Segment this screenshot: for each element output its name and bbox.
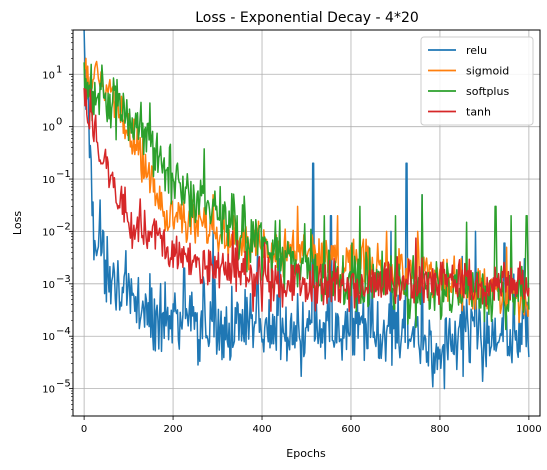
y-tick-exponent: −1 [56, 169, 71, 180]
x-axis-ticks: 0 200 400 600 800 1000 [81, 416, 542, 435]
series-layer [83, 30, 530, 390]
y-tick-label: 10 [42, 227, 55, 238]
legend-label-relu: relu [466, 44, 487, 57]
y-tick-exponent: −4 [56, 326, 71, 337]
y-tick-exponent: −3 [56, 274, 71, 285]
y-axis-title: Loss [11, 211, 24, 235]
x-tick-label: 1000 [516, 424, 541, 435]
legend-label-softplus: softplus [466, 85, 509, 98]
series-line-relu [83, 30, 530, 390]
chart-title: Loss - Exponential Decay - 4*20 [195, 10, 419, 26]
x-tick-label: 200 [164, 424, 183, 435]
legend: relu sigmoid softplus tanh [420, 36, 534, 126]
series-line-tanh [83, 88, 530, 313]
y-tick-exponent: 0 [56, 117, 62, 128]
y-tick-exponent: −5 [56, 379, 71, 390]
y-tick-label: 10 [42, 385, 55, 396]
x-tick-label: 0 [81, 424, 87, 435]
legend-box [420, 36, 534, 126]
legend-label-tanh: tanh [466, 106, 491, 119]
x-tick-label: 400 [252, 424, 271, 435]
y-tick-label: 10 [42, 280, 55, 291]
x-tick-label: 600 [341, 424, 360, 435]
plot-frame [72, 29, 541, 417]
y-tick-label: 10 [42, 123, 55, 134]
y-tick-label: 10 [42, 70, 55, 81]
x-axis-title: Epochs [286, 447, 326, 460]
y-tick-label: 10 [42, 332, 55, 343]
x-tick-label: 800 [430, 424, 449, 435]
y-tick-label: 10 [42, 175, 55, 186]
legend-label-sigmoid: sigmoid [466, 65, 509, 78]
series-line-softplus [83, 62, 530, 331]
y-tick-exponent: −2 [56, 221, 71, 232]
y-tick-exponent: 1 [56, 64, 62, 75]
